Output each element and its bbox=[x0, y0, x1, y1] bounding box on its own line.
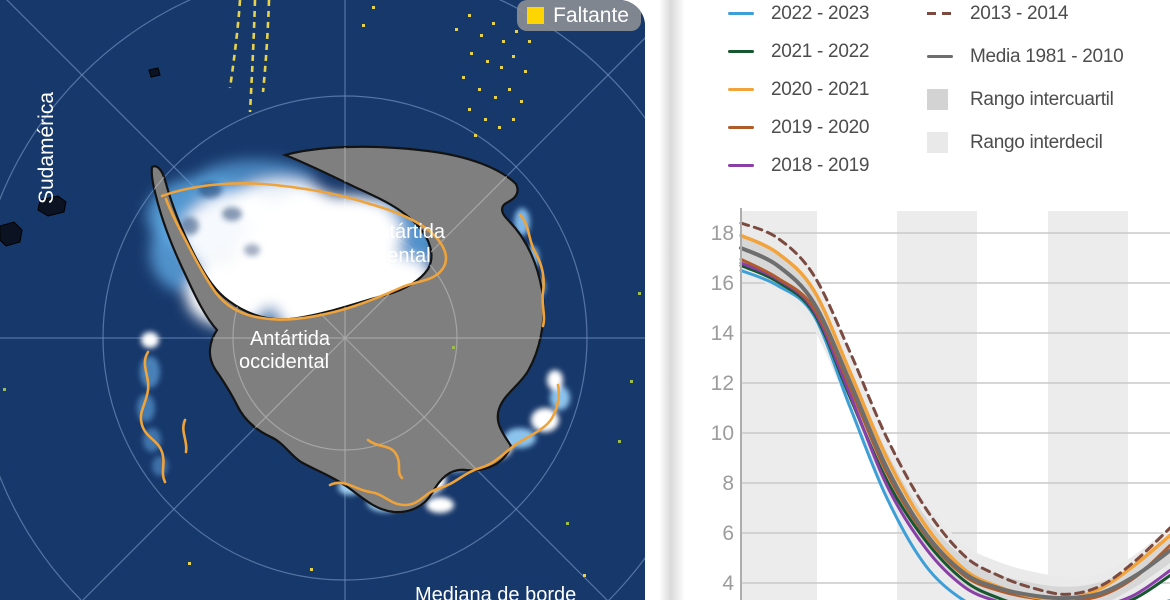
legend-line-swatch-icon bbox=[728, 164, 754, 167]
series-line-2020-2021 bbox=[739, 233, 1170, 600]
chart-legend-column-reference: 2013 - 2014 Media 1981 - 2010 Rango interc… bbox=[927, 2, 1124, 174]
legend-item-label: Media 1981 - 2010 bbox=[970, 45, 1124, 67]
label-east-antarctica-line2: oriental bbox=[365, 245, 431, 267]
label-east-antarctica-line1: Antártida bbox=[365, 221, 446, 243]
legend-line-swatch-icon bbox=[927, 55, 953, 58]
median-ice-edge-line bbox=[139, 182, 561, 507]
label-west-antarctica-line1: Antártida bbox=[250, 328, 331, 350]
y-axis-tick-label: 18 bbox=[711, 222, 734, 245]
legend-item-label: 2013 - 2014 bbox=[970, 2, 1069, 24]
legend-line-swatch-icon bbox=[728, 12, 754, 15]
label-south-america: Sudamérica bbox=[35, 92, 58, 204]
sea-ice-extent-chart: 18 16 14 12 10 8 6 4 bbox=[711, 208, 1170, 600]
legend-item[interactable]: 2013 - 2014 bbox=[927, 2, 1123, 25]
panel-divider bbox=[645, 0, 690, 600]
legend-item[interactable]: 2019 - 2020 bbox=[728, 116, 869, 139]
legend-line-swatch-icon bbox=[728, 88, 754, 91]
y-axis-tick-label: 6 bbox=[722, 522, 734, 545]
y-axis-tick-label: 10 bbox=[711, 422, 734, 445]
missing-data-legend: Faltante bbox=[517, 0, 641, 31]
label-west-antarctica-line2: occidental bbox=[239, 351, 329, 373]
series-line-2013-2014 bbox=[739, 221, 1170, 596]
legend-item[interactable]: 2022 - 2023 bbox=[728, 2, 869, 25]
sea-ice-extent-chart-panel: 18 16 14 12 10 8 6 4 2022 - 2023 2021 - 2022 2020… bbox=[690, 0, 1170, 600]
legend-item[interactable]: 2020 - 2021 bbox=[728, 78, 869, 101]
legend-item-label: 2022 - 2023 bbox=[771, 2, 870, 24]
legend-item-label: Rango intercuartil bbox=[970, 88, 1114, 110]
legend-range-swatch-icon bbox=[927, 89, 948, 110]
series-line-Media1981-2010 bbox=[739, 246, 1170, 600]
label-median-edge: Mediana de borde bbox=[415, 584, 576, 600]
missing-data-marks bbox=[3, 0, 641, 577]
y-axis-tick-label: 16 bbox=[711, 272, 734, 295]
y-axis-tick-label: 14 bbox=[711, 322, 735, 345]
antarctica-map: Sudamérica Antártida oriental Antártida … bbox=[0, 0, 645, 600]
y-axis-tick-label: 12 bbox=[711, 372, 734, 395]
legend-dashed-line-swatch-icon bbox=[927, 12, 953, 15]
legend-item-label: Rango interdecil bbox=[970, 131, 1103, 153]
missing-data-label: Faltante bbox=[553, 4, 629, 27]
legend-item[interactable]: 2018 - 2019 bbox=[728, 154, 869, 177]
legend-range-swatch-icon bbox=[927, 132, 948, 153]
legend-item-label: 2020 - 2021 bbox=[771, 78, 870, 100]
panel-divider-shadow bbox=[659, 0, 685, 600]
y-axis-tick-label: 4 bbox=[722, 572, 734, 595]
month-stripe bbox=[1048, 211, 1128, 600]
legend-item-label: 2019 - 2020 bbox=[771, 116, 870, 138]
antarctica-map-panel: Sudamérica Antártida oriental Antártida … bbox=[0, 0, 645, 600]
islands bbox=[0, 67, 161, 247]
legend-item[interactable]: 2021 - 2022 bbox=[728, 40, 869, 63]
legend-item[interactable]: Rango interdecil bbox=[927, 131, 1123, 154]
legend-item[interactable]: Rango intercuartil bbox=[927, 88, 1123, 111]
legend-item[interactable]: Media 1981 - 2010 bbox=[927, 45, 1124, 68]
legend-item-label: 2021 - 2022 bbox=[771, 40, 870, 62]
legend-item-label: 2018 - 2019 bbox=[771, 154, 870, 176]
legend-line-swatch-icon bbox=[728, 50, 754, 53]
chart-legend-column-years: 2022 - 2023 2021 - 2022 2020 - 2021 2019 - … bbox=[728, 2, 869, 192]
y-axis-tick-label: 8 bbox=[722, 472, 734, 495]
legend-line-swatch-icon bbox=[728, 126, 754, 129]
missing-data-swatch-icon bbox=[527, 7, 545, 24]
